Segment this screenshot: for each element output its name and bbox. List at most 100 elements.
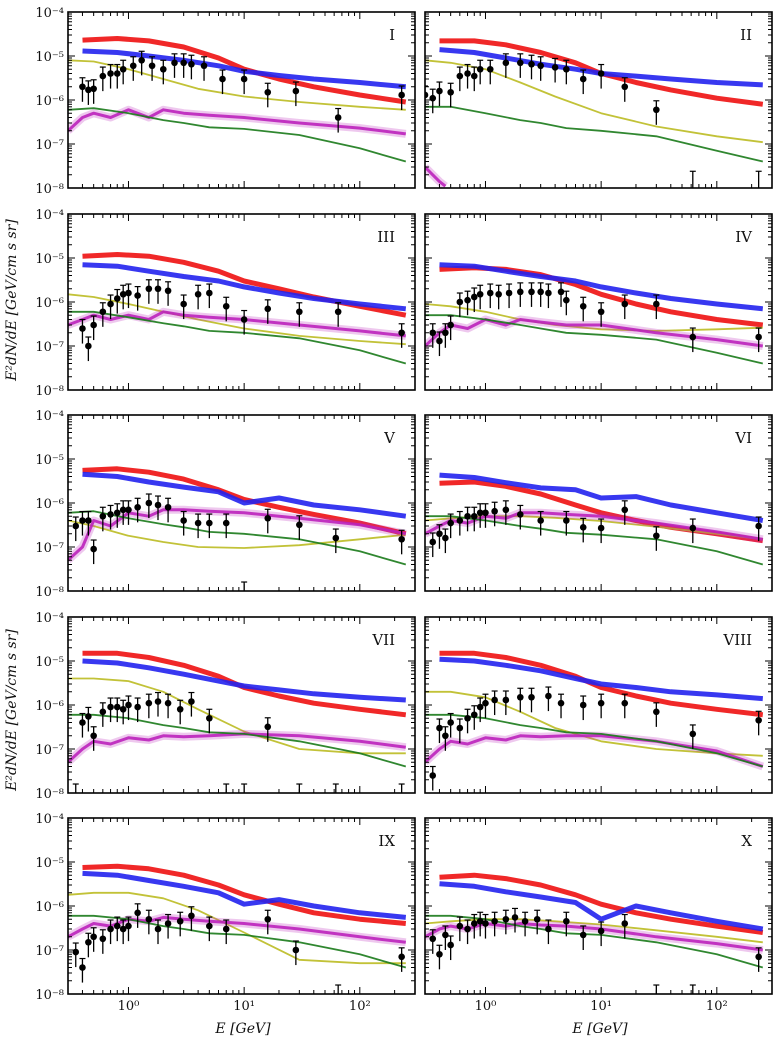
- model-curves: [425, 472, 764, 566]
- x-axis-label-left: E [GeV]: [214, 1021, 271, 1037]
- data-point: [264, 305, 272, 313]
- y-tick-label: 10⁻⁶: [35, 296, 64, 311]
- curve-magenta: [68, 108, 406, 136]
- y-tick-label: 10⁻⁸: [35, 585, 64, 600]
- data-point: [425, 91, 429, 99]
- data-point: [755, 522, 762, 530]
- data-point: [579, 931, 587, 939]
- data-point: [491, 917, 498, 925]
- data-point: [442, 534, 449, 542]
- data-point: [755, 953, 762, 961]
- y-tick-label: 10⁻⁶: [35, 699, 64, 714]
- data-point: [482, 920, 489, 927]
- x-tick-label: 10¹: [590, 999, 612, 1014]
- data-point: [145, 915, 153, 923]
- panel-III: 10⁻⁸ 10⁻⁷ 10⁻⁶ 10⁻⁵ 10⁻⁴ III: [35, 208, 416, 399]
- data-point: [516, 59, 524, 67]
- data-point: [90, 321, 97, 329]
- panel-frame: [424, 414, 773, 592]
- data-point: [119, 925, 127, 933]
- curve-yellow: [425, 690, 763, 757]
- curve-yellow: [68, 293, 406, 346]
- data-point: [398, 535, 405, 543]
- data-point: [456, 724, 464, 732]
- data-point: [398, 329, 405, 337]
- curve-red: [439, 872, 764, 935]
- panel-title: II: [740, 26, 752, 44]
- data-point: [551, 64, 559, 71]
- data-point: [154, 501, 162, 509]
- data-point: [134, 703, 141, 711]
- y-axis-label-bottom: E²dN/dE [GeV/cm s sr]: [4, 629, 20, 792]
- data-point: [537, 62, 544, 70]
- x-axis-label-right: E [GeV]: [571, 1021, 628, 1037]
- curve-band-magenta: [68, 729, 407, 766]
- data-point: [470, 72, 478, 80]
- data-point: [545, 692, 552, 700]
- data-point: [464, 296, 471, 304]
- y-tick-label: 10⁻⁴: [35, 6, 64, 21]
- data-point: [240, 75, 248, 83]
- curve-magenta: [68, 915, 406, 944]
- data-point: [653, 300, 660, 308]
- data-point: [129, 62, 137, 70]
- data-point: [206, 922, 213, 930]
- data-point: [470, 512, 478, 520]
- data-point: [119, 705, 127, 713]
- data-point: [72, 522, 80, 530]
- y-tick-label: 10⁻⁷: [35, 138, 64, 153]
- curve-yellow: [68, 677, 406, 755]
- y-tick-label: 10⁻⁸: [35, 384, 64, 399]
- data-point: [79, 964, 86, 971]
- data-point: [528, 288, 535, 296]
- data-point: [398, 91, 405, 99]
- data-point: [99, 935, 107, 943]
- data-point: [145, 499, 153, 507]
- panel-I: 10⁻⁸ 10⁻⁷ 10⁻⁶ 10⁻⁵ 10⁻⁴ I: [35, 6, 416, 197]
- data-point: [99, 308, 107, 316]
- data-point: [154, 285, 162, 293]
- data-point: [148, 62, 156, 70]
- model-curves: [68, 466, 407, 566]
- data-point: [689, 730, 697, 738]
- data-point: [505, 289, 513, 297]
- data-point: [476, 509, 484, 517]
- y-tick-label: 10⁻⁶: [35, 497, 64, 512]
- panel-title: VI: [734, 429, 752, 447]
- data-point: [447, 321, 454, 329]
- data-point: [689, 333, 697, 341]
- data-point: [476, 290, 484, 298]
- data-point: [621, 300, 629, 308]
- data-point: [653, 532, 660, 540]
- panel-IX: 10⁻⁸ 10⁻⁷ 10⁻⁶ 10⁻⁵ 10⁻⁴ 10⁰ 10¹ 10² IX: [35, 812, 416, 1014]
- curve-red: [82, 36, 407, 105]
- data-point: [176, 705, 184, 713]
- curve-blue: [439, 47, 763, 88]
- data-point: [528, 60, 535, 68]
- y-tick-label: 10⁻⁴: [35, 611, 64, 626]
- data-point: [545, 925, 552, 933]
- data-point: [398, 953, 405, 961]
- data-point: [90, 545, 97, 553]
- data-point: [464, 70, 471, 77]
- data-point: [206, 714, 213, 722]
- data-point: [164, 699, 172, 707]
- data-point: [486, 65, 494, 73]
- data-point: [107, 511, 114, 518]
- model-curves: [68, 863, 407, 969]
- data-point: [533, 915, 541, 923]
- data-point: [107, 925, 114, 933]
- data-point: [689, 524, 697, 532]
- y-tick-label: 10⁻⁴: [35, 409, 64, 424]
- y-tick-label: 10⁻⁵: [35, 252, 64, 267]
- data-point: [470, 711, 478, 719]
- data-points: [429, 500, 762, 558]
- data-point: [464, 714, 471, 722]
- data-point: [90, 732, 97, 740]
- y-tick-label: 10⁻⁵: [35, 655, 64, 670]
- curve-blue: [82, 48, 407, 90]
- data-point: [436, 87, 443, 95]
- panel-II: II: [424, 11, 773, 189]
- data-point: [219, 75, 226, 83]
- data-points: [72, 691, 405, 793]
